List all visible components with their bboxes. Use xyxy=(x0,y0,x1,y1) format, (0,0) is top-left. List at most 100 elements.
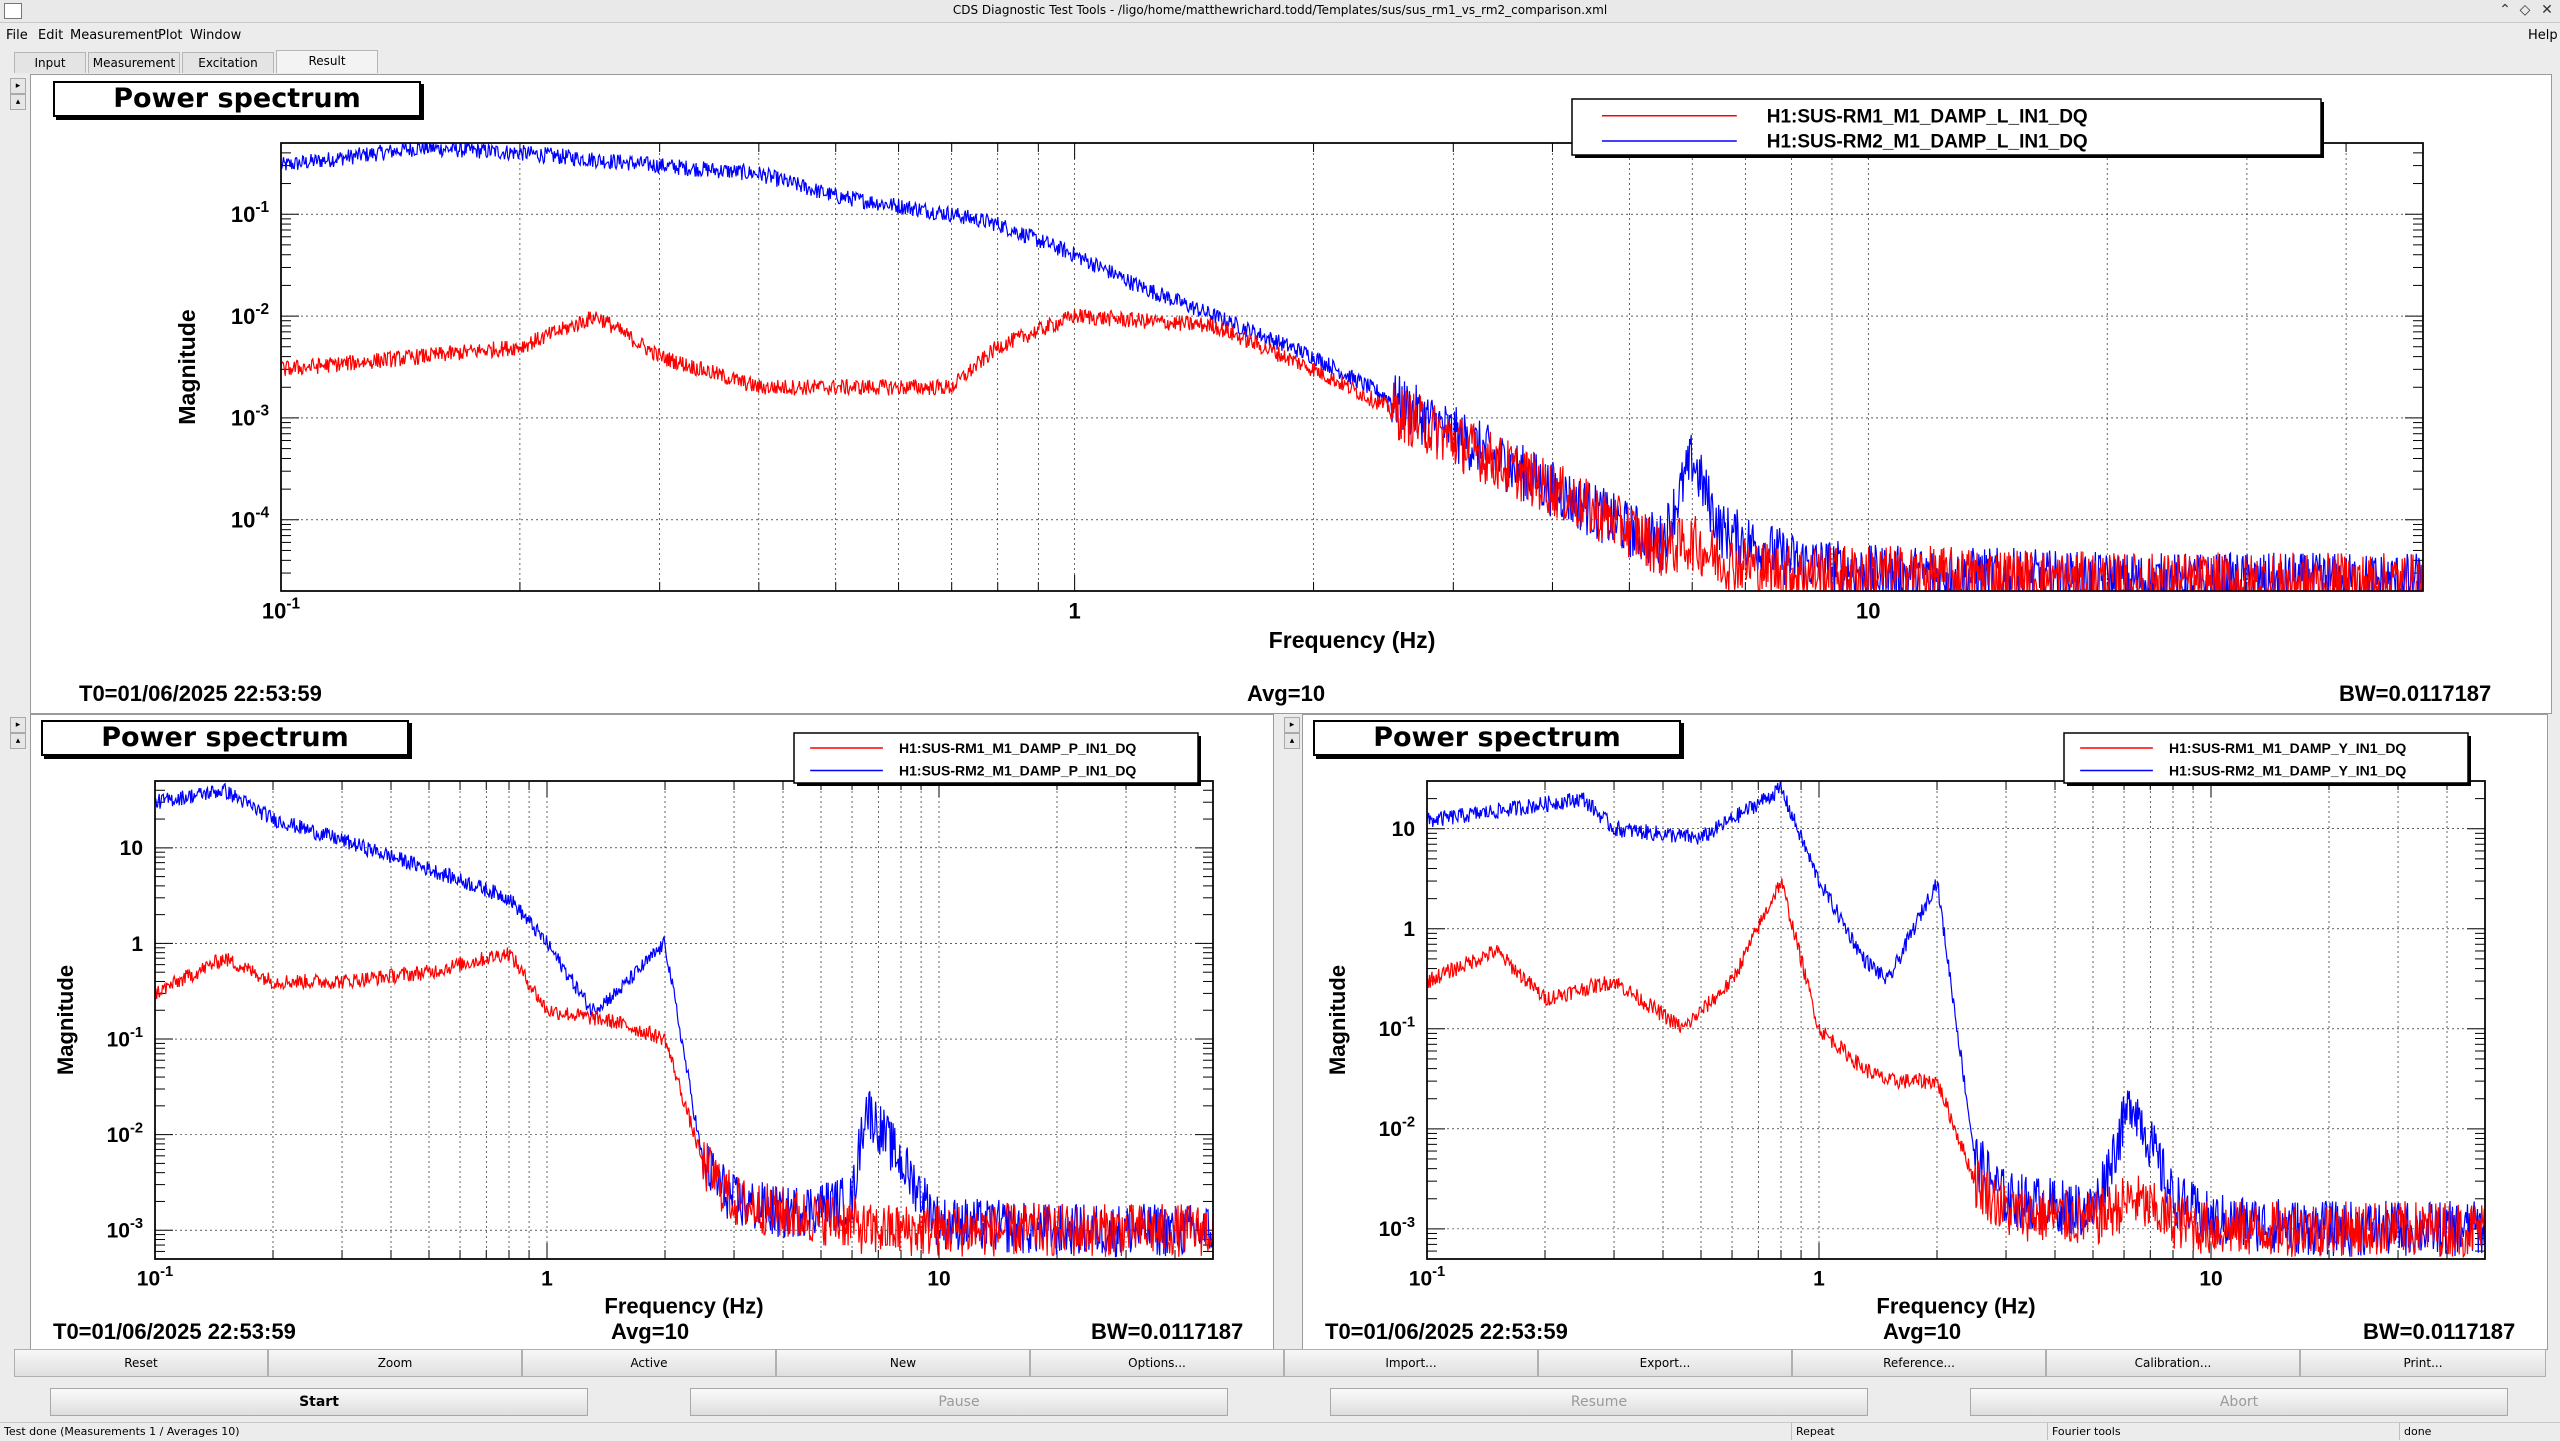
avg-label: Avg=10 xyxy=(1247,681,1326,706)
y-tick-label: 10-1 xyxy=(231,199,270,227)
x-tick-label: 10 xyxy=(2199,1267,2222,1290)
legend-entry: H1:SUS-RM1_M1_DAMP_P_IN1_DQ xyxy=(899,740,1136,756)
t0-label: T0=01/06/2025 22:53:59 xyxy=(79,681,322,706)
x-axis-title: Frequency (Hz) xyxy=(1876,1294,2035,1319)
reference-button[interactable]: Reference... xyxy=(1792,1349,2046,1377)
y-tick-label: 10-2 xyxy=(107,1121,143,1147)
status-state: done xyxy=(2404,1425,2432,1438)
menu-window[interactable]: Window xyxy=(190,28,242,43)
t0-label: T0=01/06/2025 22:53:59 xyxy=(1325,1319,1568,1344)
y-axis-title: Magnitude xyxy=(1325,965,1350,1075)
bw-label: BW=0.0117187 xyxy=(2339,681,2492,706)
y-tick-label: 10-3 xyxy=(107,1216,143,1242)
zoom-button[interactable]: Zoom xyxy=(268,1349,522,1377)
plot-pad-right: Power spectrum 10-3 10-2 10-1 1 10 10-1 1 10 Fre… xyxy=(1302,714,2548,1350)
import-button[interactable]: Import... xyxy=(1284,1349,1538,1377)
series-line-rm1 xyxy=(1427,878,2485,1259)
menu-edit[interactable]: Edit xyxy=(38,28,64,43)
options-button[interactable]: Options... xyxy=(1030,1349,1284,1377)
plot-button-row: Reset Zoom Active New Options... Import.… xyxy=(14,1349,2546,1377)
pad-scroll-right-icon[interactable]: ▸ xyxy=(10,78,26,94)
legend-entry: H1:SUS-RM2_M1_DAMP_L_IN1_DQ xyxy=(1767,132,2088,153)
tab-excitation[interactable]: Excitation xyxy=(182,52,274,73)
start-button[interactable]: Start xyxy=(50,1388,588,1416)
avg-label: Avg=10 xyxy=(611,1319,690,1344)
y-tick-label: 10 xyxy=(120,837,143,860)
y-tick-label: 10-1 xyxy=(1379,1015,1415,1041)
legend-box xyxy=(793,732,1199,784)
bw-label: BW=0.0117187 xyxy=(1091,1319,1244,1344)
pause-button[interactable]: Pause xyxy=(690,1388,1228,1416)
active-button[interactable]: Active xyxy=(522,1349,776,1377)
t0-label: T0=01/06/2025 22:53:59 xyxy=(53,1319,296,1344)
minimize-icon[interactable]: ⌃ xyxy=(2499,2,2511,18)
measurement-control-row: Start Pause Resume Abort xyxy=(0,1388,2560,1418)
plot-frame-outline xyxy=(1426,780,2486,1260)
top-plot-svg[interactable]: 10-4 10-3 10-2 10-1 10-1 1 10 Frequency (Hz) Mag… xyxy=(31,75,2551,713)
left-plot-svg[interactable]: 10-3 10-2 10-1 1 10 10-1 1 10 Frequency (Hz) Magn… xyxy=(31,715,1273,1349)
plot-title: Power spectrum xyxy=(41,720,409,756)
y-tick-label: 10 xyxy=(1392,818,1415,841)
resume-button[interactable]: Resume xyxy=(1330,1388,1868,1416)
plot-frame xyxy=(280,142,2424,592)
x-tick-label: 10-1 xyxy=(1409,1264,1445,1290)
avg-label: Avg=10 xyxy=(1883,1319,1962,1344)
pad-scroll-right-icon-2[interactable]: ▸ xyxy=(10,717,26,733)
window-titlebar: CDS Diagnostic Test Tools - /ligo/home/m… xyxy=(0,0,2560,23)
status-bar: Test done (Measurements 1 / Averages 10)… xyxy=(0,1422,2560,1441)
x-tick-label: 10-1 xyxy=(262,596,301,624)
close-icon[interactable]: ✕ xyxy=(2541,2,2553,18)
x-tick-label: 1 xyxy=(1813,1267,1825,1290)
abort-button[interactable]: Abort xyxy=(1970,1388,2508,1416)
tab-result[interactable]: Result xyxy=(276,50,378,73)
status-repeat: Repeat xyxy=(1792,1423,2048,1440)
x-axis-title: Frequency (Hz) xyxy=(1269,627,1436,653)
reset-button[interactable]: Reset xyxy=(14,1349,268,1377)
y-tick-label: 10-3 xyxy=(1379,1215,1415,1241)
window-title: CDS Diagnostic Test Tools - /ligo/home/m… xyxy=(952,3,1608,17)
y-tick-label: 1 xyxy=(131,933,143,956)
x-tick-label: 10-1 xyxy=(137,1264,173,1290)
legend-entry: H1:SUS-RM1_M1_DAMP_Y_IN1_DQ xyxy=(2169,740,2406,756)
series-line-rm2 xyxy=(1427,781,2485,1257)
y-tick-label: 10-1 xyxy=(107,1025,143,1051)
right-plot-svg[interactable]: 10-3 10-2 10-1 1 10 10-1 1 10 Frequency (Hz) Magn… xyxy=(1303,715,2547,1349)
export-button[interactable]: Export... xyxy=(1538,1349,1792,1377)
menu-plot[interactable]: Plot xyxy=(158,28,183,43)
menu-measurement[interactable]: Measurement xyxy=(70,28,160,43)
new-button[interactable]: New xyxy=(776,1349,1030,1377)
x-axis-title: Frequency (Hz) xyxy=(604,1294,763,1319)
pad-scroll-up-icon[interactable]: ▴ xyxy=(10,94,26,110)
y-axis-title: Magnitude xyxy=(174,309,200,425)
pad-scroll-up-icon-3[interactable]: ▴ xyxy=(1284,733,1300,749)
y-tick-label: 10-2 xyxy=(231,301,269,329)
calibration-button[interactable]: Calibration... xyxy=(2046,1349,2300,1377)
pad-scroll-up-icon-2[interactable]: ▴ xyxy=(10,733,26,749)
y-tick-label: 10-4 xyxy=(231,505,270,533)
x-tick-label: 1 xyxy=(541,1267,553,1290)
tab-input[interactable]: Input xyxy=(14,52,86,73)
plot-title: Power spectrum xyxy=(1313,720,1681,756)
series-line-rm1 xyxy=(155,947,1213,1257)
legend-entry: H1:SUS-RM2_M1_DAMP_P_IN1_DQ xyxy=(899,762,1136,778)
y-tick-label: 10-2 xyxy=(1379,1115,1415,1141)
plot-frame-outline xyxy=(280,142,2424,592)
y-axis-title: Magnitude xyxy=(53,965,78,1075)
menu-help[interactable]: Help xyxy=(2528,28,2558,43)
series-line-rm1 xyxy=(281,308,2423,591)
menu-bar: File Edit Measurement Plot Window Help xyxy=(0,23,2560,47)
plot-frame-outline xyxy=(154,780,1214,1260)
pad-scroll-right-icon-3[interactable]: ▸ xyxy=(1284,717,1300,733)
x-tick-label: 1 xyxy=(1069,599,1081,624)
maximize-icon[interactable]: ◇ xyxy=(2519,2,2531,18)
tab-measurement[interactable]: Measurement xyxy=(88,52,180,73)
legend-box xyxy=(1571,98,2322,156)
plot-title: Power spectrum xyxy=(53,81,421,117)
y-tick-label: 1 xyxy=(1403,918,1415,941)
plot-pad-left: Power spectrum 10-3 10-2 10-1 1 10 10-1 1 10 Fre… xyxy=(30,714,1274,1350)
print-button[interactable]: Print... xyxy=(2300,1349,2546,1377)
x-tick-label: 10 xyxy=(927,1267,950,1290)
status-message: Test done (Measurements 1 / Averages 10) xyxy=(0,1423,1792,1440)
y-tick-label: 10-3 xyxy=(231,403,269,431)
menu-file[interactable]: File xyxy=(6,28,28,43)
